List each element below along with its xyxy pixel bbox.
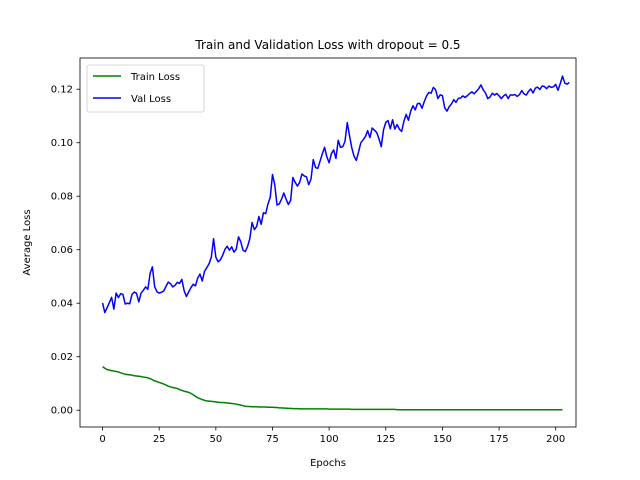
series-line-train-loss <box>102 366 563 411</box>
y-tick-label: 0.04 <box>51 299 73 310</box>
chart-title: Train and Validation Loss with dropout =… <box>194 38 460 52</box>
x-tick-label: 150 <box>433 434 452 445</box>
plot-frame <box>79 57 577 428</box>
x-tick-label: 100 <box>320 434 339 445</box>
y-axis-ticks: 0.00 0.02 0.04 0.06 0.08 0.10 0.12 <box>51 85 80 417</box>
y-axis-label: Average Loss <box>22 209 33 275</box>
x-tick-label: 25 <box>153 434 166 445</box>
y-tick-label: 0.10 <box>51 138 73 149</box>
y-tick-label: 0.06 <box>51 245 73 256</box>
y-tick-label: 0.00 <box>51 406 73 417</box>
x-axis-ticks: 0 25 50 75 100 125 150 175 200 <box>99 427 565 445</box>
x-tick-label: 175 <box>490 434 509 445</box>
y-tick-label: 0.08 <box>51 192 73 203</box>
legend-label-val-loss: Val Loss <box>131 94 171 105</box>
series-line-val-loss <box>101 75 570 314</box>
x-tick-label: 75 <box>266 434 279 445</box>
plot-lines <box>101 75 570 411</box>
x-axis-label: Epochs <box>310 458 346 469</box>
x-tick-label: 125 <box>376 434 395 445</box>
y-tick-label: 0.12 <box>51 85 73 96</box>
x-tick-label: 50 <box>209 434 222 445</box>
legend-label-train-loss: Train Loss <box>130 72 180 83</box>
legend: Train Loss Val Loss <box>86 64 205 113</box>
x-tick-label: 200 <box>546 434 565 445</box>
y-tick-label: 0.02 <box>51 352 73 363</box>
x-tick-label: 0 <box>99 434 105 445</box>
